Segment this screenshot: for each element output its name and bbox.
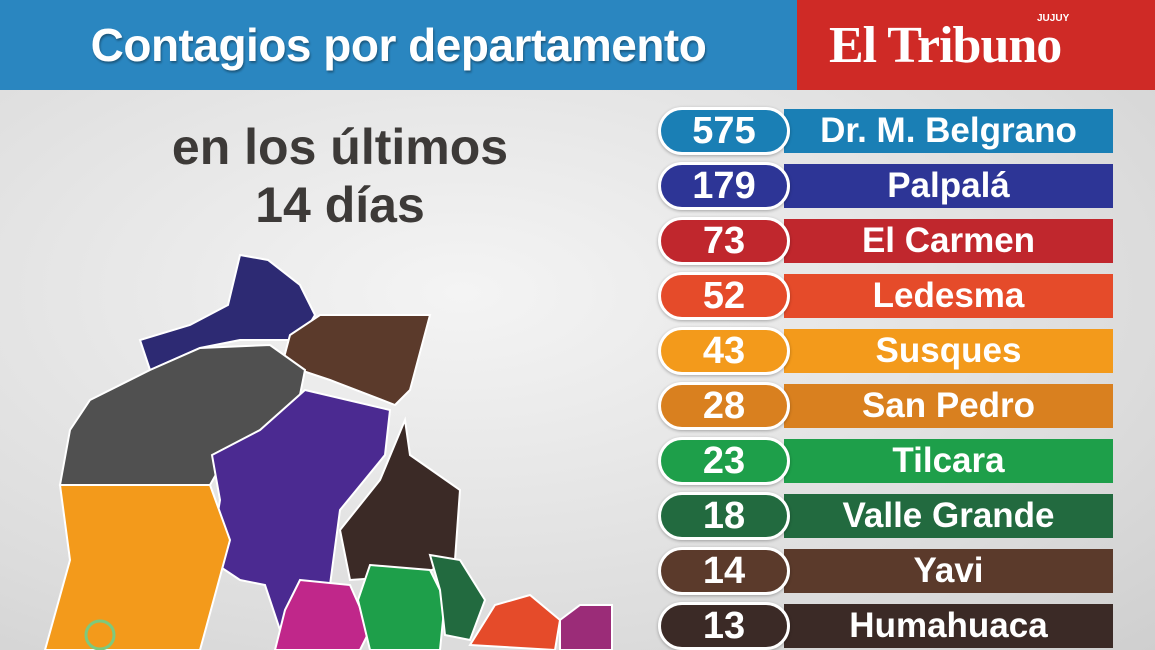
region xyxy=(43,484,232,650)
map xyxy=(43,253,613,650)
region xyxy=(468,593,562,650)
region xyxy=(428,553,487,642)
department: Palpalá xyxy=(784,164,1113,208)
region xyxy=(559,604,613,650)
department: San Pedro xyxy=(784,384,1113,428)
department: Dr. M. Belgrano xyxy=(784,109,1113,153)
count: 13 xyxy=(658,602,790,650)
count: 28 xyxy=(658,382,790,430)
map-regions xyxy=(43,253,613,650)
department: Valle Grande xyxy=(784,494,1113,538)
count: 179 xyxy=(658,162,790,210)
department: Humahuaca xyxy=(784,604,1113,648)
ranking-row: 28 San Pedro xyxy=(658,382,1113,430)
region xyxy=(273,578,372,650)
title: Contagios por departamento xyxy=(0,0,797,90)
department: El Carmen xyxy=(784,219,1113,263)
count: 575 xyxy=(658,107,790,155)
ranking-row: 18 Valle Grande xyxy=(658,492,1113,540)
count: 23 xyxy=(658,437,790,485)
ranking-row: 23 Tilcara xyxy=(658,437,1113,485)
department: Tilcara xyxy=(784,439,1113,483)
brand: El Tribuno xyxy=(829,17,1062,74)
ranking-row: 14 Yavi xyxy=(658,547,1113,595)
region xyxy=(138,253,317,372)
subtitle: en los últimos 14 días xyxy=(60,118,620,234)
subtitle-line: 14 días xyxy=(255,177,425,233)
department: Susques xyxy=(784,329,1113,373)
count: 52 xyxy=(658,272,790,320)
brand-tag: JUJUY xyxy=(1037,13,1070,24)
region xyxy=(356,563,447,650)
ranking-row: 179 Palpalá xyxy=(658,162,1113,210)
subtitle-line: en los últimos xyxy=(171,119,509,175)
count: 43 xyxy=(658,327,790,375)
ranking-row: 13 Humahuaca xyxy=(658,602,1113,650)
department: Ledesma xyxy=(784,274,1113,318)
virus-icon xyxy=(84,619,116,650)
count: 18 xyxy=(658,492,790,540)
brand-block: El Tribuno JUJUY xyxy=(797,0,1155,90)
department: Yavi xyxy=(784,549,1113,593)
count: 14 xyxy=(658,547,790,595)
region xyxy=(208,388,392,632)
ranking-row: 43 Susques xyxy=(658,327,1113,375)
ranking-row: 52 Ledesma xyxy=(658,272,1113,320)
ranking-row: 575 Dr. M. Belgrano xyxy=(658,107,1113,155)
ranking-row: 73 El Carmen xyxy=(658,217,1113,265)
region xyxy=(280,314,432,407)
count: 73 xyxy=(658,217,790,265)
